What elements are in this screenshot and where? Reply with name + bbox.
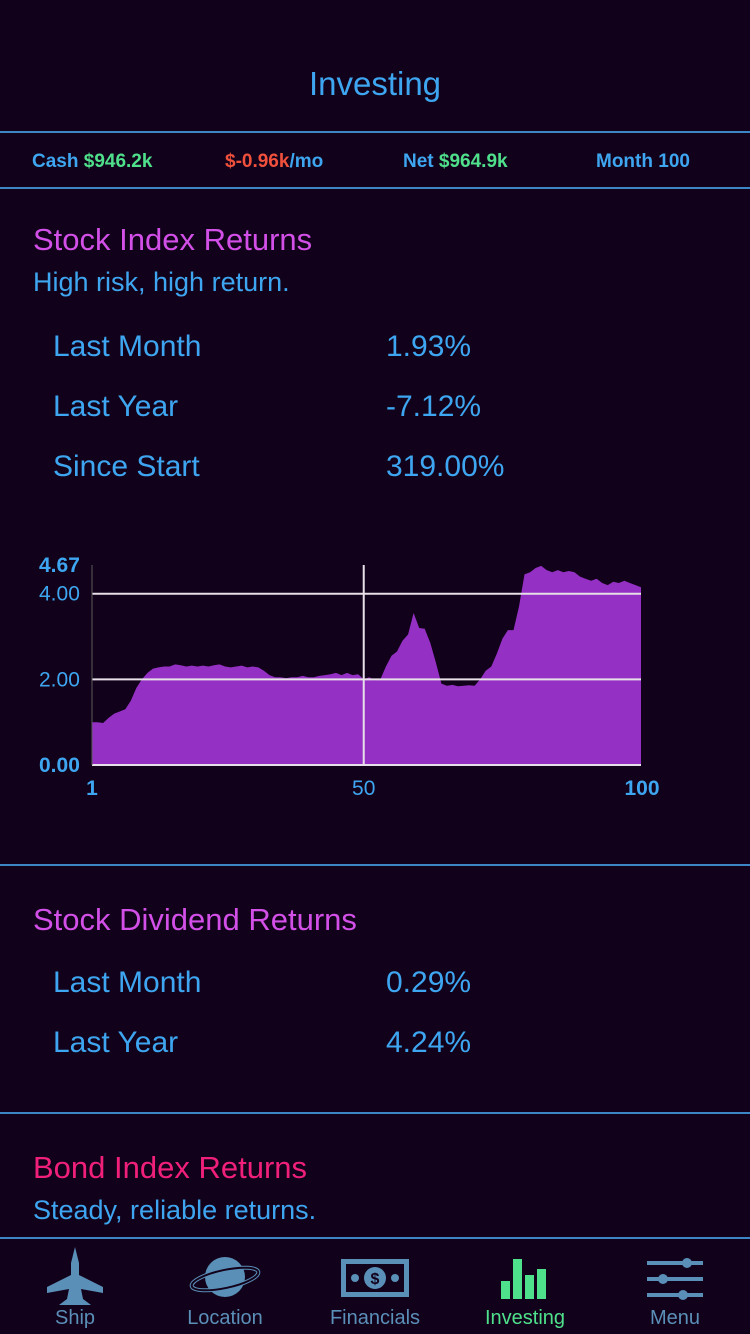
y-tick-label: 4.67 <box>39 554 80 577</box>
cash-stat: Cash $946.2k <box>32 151 153 172</box>
y-tick-label: 4.00 <box>39 583 80 606</box>
y-tick-label: 0.00 <box>39 754 80 777</box>
tab-investing[interactable]: Investing <box>450 1239 600 1334</box>
net-stat: Net $964.9k <box>403 151 508 172</box>
bond-index-subtitle: Steady, reliable returns. <box>33 1195 317 1225</box>
section-divider <box>0 864 750 866</box>
stock-index-chart[interactable]: 4.67 4.00 2.00 0.00 1 50 100 <box>0 545 750 815</box>
planet-icon <box>189 1257 261 1297</box>
stock-since-start-label: Since Start <box>53 450 200 483</box>
stock-index-title: Stock Index Returns <box>33 222 313 257</box>
svg-text:$: $ <box>371 1271 380 1288</box>
stock-dividend-title: Stock Dividend Returns <box>33 902 357 937</box>
section-divider <box>0 1112 750 1114</box>
sliders-icon <box>647 1258 703 1300</box>
bond-index-title: Bond Index Returns <box>33 1150 308 1185</box>
month-stat: Month 100 <box>596 151 690 172</box>
stock-since-start-value: 319.00% <box>386 450 505 483</box>
tab-financials[interactable]: $ Financials <box>300 1239 450 1334</box>
stock-last-year-label: Last Year <box>53 390 179 423</box>
dividend-last-month-value: 0.29% <box>386 966 472 999</box>
tab-bar: Ship Location $ Financials Investing <box>0 1237 750 1334</box>
banknote-icon: $ <box>341 1259 409 1297</box>
dividend-last-year-label: Last Year <box>53 1026 179 1059</box>
x-tick-label: 50 <box>352 777 375 800</box>
x-tick-label: 100 <box>624 777 659 800</box>
dividend-last-year-value: 4.24% <box>386 1026 472 1059</box>
tab-ship[interactable]: Ship <box>0 1239 150 1334</box>
stock-last-month-label: Last Month <box>53 330 202 363</box>
dividend-last-month-label: Last Month <box>53 966 202 999</box>
stock-last-year-value: -7.12% <box>386 390 482 423</box>
stock-index-subtitle: High risk, high return. <box>33 267 290 297</box>
x-tick-label: 1 <box>86 777 98 800</box>
page-title: Investing <box>308 65 442 102</box>
ship-icon <box>47 1247 103 1305</box>
bar-chart-icon <box>501 1259 546 1299</box>
y-tick-label: 2.00 <box>39 668 80 691</box>
area-series <box>92 565 641 765</box>
tab-location[interactable]: Location <box>150 1239 300 1334</box>
stock-last-month-value: 1.93% <box>386 330 472 363</box>
tab-menu[interactable]: Menu <box>600 1239 750 1334</box>
stats-bar: Cash $946.2k $-0.96k/mo Net $964.9k Mont… <box>0 131 750 189</box>
cashflow-stat: $-0.96k/mo <box>225 151 324 172</box>
